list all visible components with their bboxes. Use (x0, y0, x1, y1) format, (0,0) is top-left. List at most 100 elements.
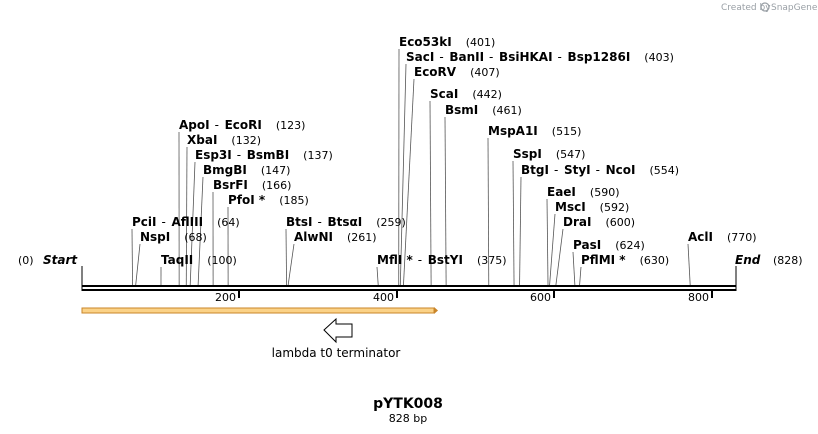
site-separator: - (418, 253, 422, 267)
site-name: NspI (140, 230, 170, 244)
site-position: (770) (727, 231, 757, 244)
site-name: BsmBI (247, 148, 289, 162)
site-msci[interactable]: MscI (592) (549, 200, 630, 286)
site-separator: - (318, 215, 322, 229)
site-mfli[interactable]: MflI * - BstYI (375) (376, 253, 507, 286)
site-connector (549, 213, 556, 286)
site-separator: - (489, 50, 493, 64)
site-esp3i[interactable]: Esp3I - BsmBI (137) (189, 148, 333, 286)
site-scai[interactable]: ScaI (442) (429, 87, 502, 286)
credit-prefix: Created by (721, 3, 771, 13)
site-acli[interactable]: AclI (770) (687, 230, 757, 286)
feature-terminator[interactable]: lambda t0 terminator (81, 307, 438, 360)
site-connector (687, 243, 691, 286)
site-position: (123) (276, 119, 306, 132)
site-separator: - (215, 118, 219, 132)
end-label: End (735, 253, 761, 267)
site-position: (132) (231, 134, 261, 147)
site-connector (287, 243, 295, 286)
site-taqii[interactable]: TaqII (100) (160, 253, 237, 286)
site-name: DraI (563, 215, 591, 229)
site-position: (592) (600, 201, 630, 214)
site-position: (461) (492, 104, 522, 117)
site-position: (600) (605, 216, 635, 229)
site-name: EcoRI (225, 118, 262, 132)
site-apoi[interactable]: ApoI - EcoRI (123) (178, 118, 306, 286)
site-name: SspI (513, 147, 542, 161)
site-position: (147) (261, 164, 291, 177)
start-position: (0) (18, 254, 34, 267)
site-bsmi[interactable]: BsmI (461) (444, 103, 522, 286)
site-position: (630) (640, 254, 670, 267)
site-pasi[interactable]: PasI (624) (572, 238, 645, 286)
site-eco53ki[interactable]: Eco53kI (401) (398, 35, 496, 286)
ruler-tick-600: 600 (530, 291, 555, 304)
feature-label: lambda t0 terminator (272, 346, 401, 360)
site-name: MspA1I (488, 124, 538, 138)
site-connector (512, 160, 515, 286)
site-name: AclI (688, 230, 713, 244)
site-separator: - (554, 163, 558, 177)
site-separator: - (439, 50, 443, 64)
credit-brand: SnapGene (771, 3, 818, 13)
site-name: BtgI (521, 163, 549, 177)
site-position: (590) (590, 186, 620, 199)
site-connector (135, 243, 141, 286)
site-connector (189, 161, 196, 286)
site-connector (572, 251, 576, 286)
ruler-tick-200: 200 (215, 291, 240, 304)
site-separator: - (596, 163, 600, 177)
site-mspa1i[interactable]: MspA1I (515) (487, 124, 582, 286)
site-drai[interactable]: DraI (600) (555, 215, 635, 286)
site-name: MflI * (377, 253, 413, 267)
site-position: (407) (470, 66, 500, 79)
plasmid-name: pYTK008 (373, 396, 443, 412)
site-ecorv[interactable]: EcoRV (407) (403, 65, 500, 286)
ruler-tick-800: 800 (688, 291, 713, 304)
site-name: BstYI (428, 253, 463, 267)
site-name: AflIII (172, 215, 204, 229)
site-name: BsmI (445, 103, 478, 117)
site-separator: - (237, 148, 241, 162)
site-saci[interactable]: SacI - BanII - BsiHKAI - Bsp1286I (403) (399, 50, 674, 286)
site-nspi[interactable]: NspI (68) (135, 230, 207, 286)
site-connector (519, 176, 522, 286)
site-eaei[interactable]: EaeI (590) (546, 185, 620, 286)
site-position: (185) (279, 194, 309, 207)
site-connector (185, 146, 188, 286)
site-btgi[interactable]: BtgI - StyI - NcoI (554) (519, 163, 679, 286)
site-pfoi[interactable]: PfoI * (185) (227, 193, 309, 286)
site-name: SacI (406, 50, 434, 64)
site-position: (515) (552, 125, 582, 138)
site-name: StyI (564, 163, 591, 177)
site-alwni[interactable]: AlwNI (261) (287, 230, 377, 286)
site-name: NcoI (606, 163, 636, 177)
site-bsrfi[interactable]: BsrFI (166) (212, 178, 291, 286)
site-pflmi[interactable]: PflMI * (630) (579, 253, 670, 286)
site-position: (401) (466, 36, 496, 49)
site-position: (68) (184, 231, 207, 244)
ruler-tick-400: 400 (373, 291, 398, 304)
site-position: (442) (472, 88, 502, 101)
site-connector (197, 176, 204, 286)
site-name: ScaI (430, 87, 458, 101)
site-name: PciI (132, 215, 157, 229)
site-pcii[interactable]: PciI - AflIII (64) (131, 215, 240, 286)
sequence-backbone (82, 285, 736, 291)
site-btsi[interactable]: BtsI - BtsαI (259) (285, 215, 406, 286)
site-position: (375) (477, 254, 507, 267)
site-name: BmgBI (203, 163, 247, 177)
site-bmgbi[interactable]: BmgBI (147) (197, 163, 291, 286)
site-name: BtsI (286, 215, 313, 229)
ruler-tick-label: 200 (215, 291, 236, 304)
site-name: ApoI (179, 118, 210, 132)
site-position: (624) (615, 239, 645, 252)
site-connector (429, 100, 432, 286)
site-position: (100) (207, 254, 237, 267)
site-separator: - (162, 215, 166, 229)
site-xbai[interactable]: XbaI (132) (185, 133, 261, 286)
plasmid-length: 828 bp (389, 412, 427, 425)
site-name: Eco53kI (399, 35, 452, 49)
site-sspi[interactable]: SspI (547) (512, 147, 585, 286)
